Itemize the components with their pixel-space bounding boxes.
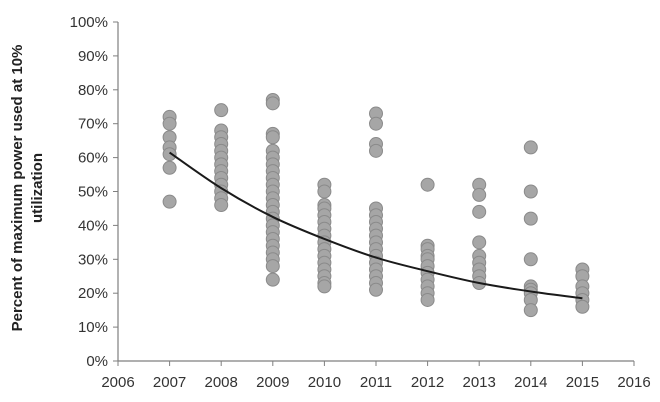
x-tick-label: 2008 — [205, 374, 238, 391]
data-point — [162, 160, 177, 175]
data-point — [420, 292, 435, 307]
data-point — [523, 303, 538, 318]
x-tick-label: 2011 — [360, 374, 392, 391]
y-tick-label: 90% — [78, 48, 108, 65]
x-tick-label: 2013 — [463, 374, 496, 391]
x-tick-label: 2010 — [308, 374, 341, 391]
y-tick-label: 60% — [78, 150, 108, 167]
y-tick-label: 70% — [78, 116, 108, 133]
trend-line — [169, 151, 583, 300]
y-tick-label: 10% — [78, 319, 108, 336]
y-tick-label: 20% — [78, 285, 108, 302]
data-point — [472, 187, 487, 202]
y-tick-label: 40% — [78, 217, 108, 234]
data-point — [472, 235, 487, 250]
y-axis-title-line-2: utilization — [29, 153, 46, 223]
data-point — [317, 279, 332, 294]
data-point — [162, 116, 177, 131]
data-point — [523, 211, 538, 226]
y-tick-label: 100% — [70, 14, 108, 31]
y-tick-label: 0% — [86, 353, 108, 370]
data-point — [214, 198, 229, 213]
y-tick-label: 30% — [78, 251, 108, 268]
data-point — [369, 143, 383, 158]
x-tick-label: 2009 — [256, 374, 289, 391]
data-point — [420, 177, 435, 192]
data-point — [214, 103, 229, 118]
x-tick-label: 2007 — [153, 374, 186, 391]
data-point — [265, 272, 280, 287]
data-point — [523, 184, 538, 199]
data-point — [162, 147, 177, 162]
data-point — [523, 252, 538, 267]
data-point — [523, 140, 538, 155]
x-tick-label: 2015 — [566, 374, 599, 391]
data-point — [575, 299, 590, 314]
x-tick-label: 2012 — [411, 374, 444, 391]
data-point — [472, 204, 487, 219]
x-tick-label: 2006 — [101, 374, 134, 391]
y-tick-label: 80% — [78, 82, 108, 99]
data-point — [317, 184, 332, 199]
y-tick-label: 50% — [78, 184, 108, 201]
data-point — [369, 116, 383, 131]
data-point — [265, 259, 280, 274]
data-point — [369, 282, 383, 297]
y-axis-title-line-1: Percent of maximum power used at 10% — [9, 45, 26, 332]
data-point — [265, 96, 280, 111]
data-point — [265, 130, 280, 145]
x-tick-label: 2014 — [514, 374, 547, 391]
plot-area: 0% 10% 20% 30% 40% 50% 60% 70% 80% 90% 100% 2006 200… — [70, 14, 651, 391]
data-point — [162, 194, 177, 209]
y-axis-title: Percent of maximum power used at 10% uti… — [9, 45, 46, 332]
x-tick-label: 2016 — [617, 374, 650, 391]
